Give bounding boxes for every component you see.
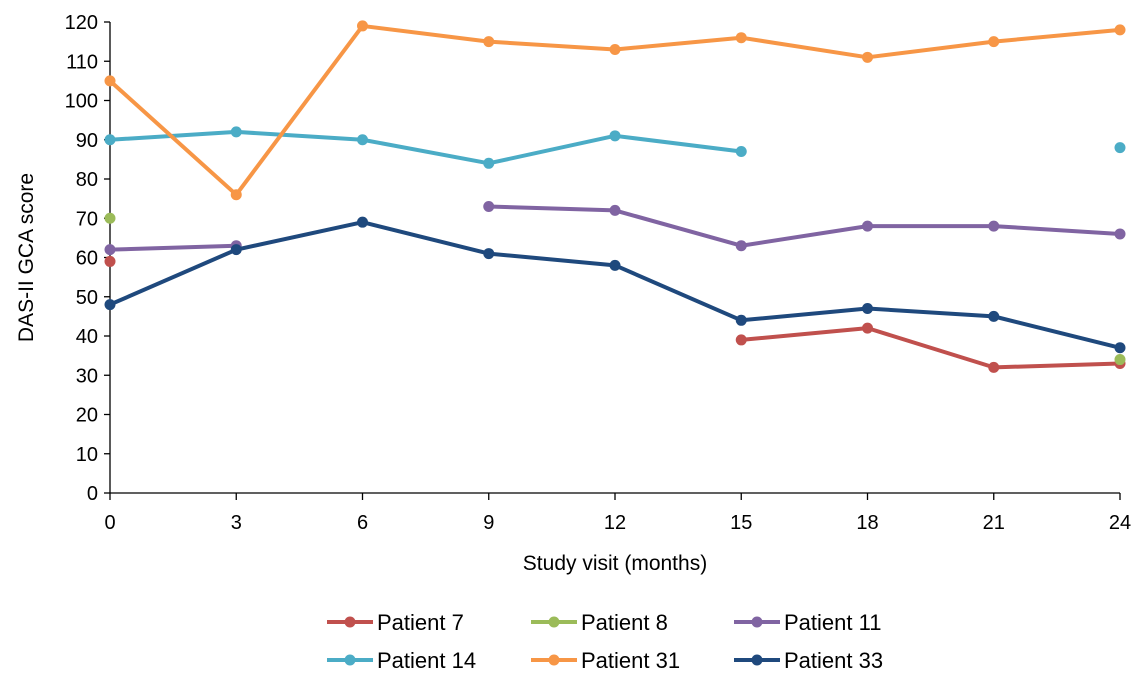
legend-swatch-marker — [548, 616, 560, 628]
legend-label: Patient 31 — [581, 648, 680, 673]
x-tick-label: 6 — [357, 512, 368, 534]
y-axis: 0 10 20 30 40 50 60 70 80 90 100 110 120 — [65, 12, 111, 505]
data-point — [862, 303, 873, 315]
series-patient-11 — [104, 200, 1126, 256]
x-tick-label: 3 — [231, 512, 242, 534]
data-point — [609, 130, 621, 142]
legend-label: Patient 14 — [377, 648, 476, 673]
data-point — [988, 36, 1000, 48]
legend-swatch-marker — [751, 654, 763, 666]
legend-swatch-marker — [751, 616, 763, 628]
y-tick-label: 0 — [87, 483, 98, 505]
data-point — [988, 220, 1000, 232]
y-tick-label: 30 — [76, 365, 98, 387]
legend-swatch-marker — [344, 616, 356, 628]
series-line — [486, 204, 1122, 248]
x-axis: 0 3 6 9 12 15 18 21 24 — [104, 492, 1131, 534]
legend-label: Patient 11 — [784, 610, 881, 635]
legend: Patient 7 Patient 8 Patient 11 Patient 14 Pa… — [327, 610, 883, 673]
data-point — [735, 32, 747, 44]
data-point — [104, 244, 116, 256]
data-point — [609, 204, 621, 216]
data-point — [988, 361, 1000, 373]
y-tick-label: 70 — [76, 208, 98, 230]
series-line — [108, 129, 744, 166]
x-tick-label: 15 — [730, 512, 752, 534]
legend-label: Patient 8 — [581, 610, 668, 635]
data-point — [104, 212, 116, 224]
y-tick-label: 10 — [76, 444, 98, 466]
data-point — [483, 157, 495, 169]
series-patient-33 — [104, 216, 1126, 354]
series-line — [108, 220, 1122, 350]
legend-item: Patient 14 — [327, 648, 476, 673]
y-tick-label: 80 — [76, 169, 98, 191]
data-point — [735, 334, 747, 346]
legend-item: Patient 11 — [734, 610, 881, 635]
data-point — [357, 216, 368, 228]
series-patient-14 — [104, 126, 1126, 169]
y-tick-label: 100 — [65, 91, 98, 113]
data-point — [862, 322, 873, 334]
plot-area — [104, 20, 1126, 373]
data-point — [483, 248, 495, 260]
data-point — [483, 200, 495, 212]
legend-item: Patient 8 — [531, 610, 668, 635]
y-tick-label: 20 — [76, 405, 98, 427]
legend-item: Patient 7 — [327, 610, 464, 635]
data-point — [230, 244, 242, 256]
data-point — [104, 134, 116, 146]
data-point — [1114, 354, 1126, 366]
data-point — [1114, 24, 1126, 36]
data-point — [735, 146, 747, 158]
series-patient-8 — [104, 212, 1126, 366]
y-tick-label: 50 — [76, 287, 98, 309]
data-point — [862, 220, 873, 232]
data-point — [104, 299, 116, 311]
x-tick-label: 24 — [1109, 512, 1131, 534]
legend-swatch-marker — [344, 654, 356, 666]
data-point — [1114, 142, 1126, 154]
data-point — [230, 126, 242, 138]
series-patient-31 — [104, 20, 1126, 201]
x-axis-title: Study visit (months) — [523, 552, 707, 575]
y-tick-label: 120 — [65, 12, 98, 34]
x-tick-label: 18 — [856, 512, 878, 534]
data-point — [735, 240, 747, 252]
data-point — [862, 51, 873, 63]
data-point — [104, 255, 116, 267]
legend-swatch-marker — [548, 654, 560, 666]
x-tick-label: 12 — [604, 512, 626, 534]
data-point — [483, 36, 495, 48]
y-tick-label: 90 — [76, 130, 98, 152]
y-tick-label: 40 — [76, 326, 98, 348]
legend-label: Patient 33 — [784, 648, 883, 673]
x-tick-label: 9 — [483, 512, 494, 534]
legend-item: Patient 33 — [734, 648, 883, 673]
x-tick-label: 0 — [104, 512, 115, 534]
data-point — [1114, 228, 1126, 240]
data-point — [1114, 342, 1126, 354]
y-tick-label: 110 — [66, 51, 98, 73]
data-point — [988, 310, 1000, 322]
x-tick-label: 21 — [983, 512, 1005, 534]
data-point — [609, 43, 621, 55]
data-point — [609, 259, 621, 271]
series-line — [108, 243, 239, 252]
y-axis-title: DAS-II GCA score — [15, 173, 38, 342]
data-point — [357, 20, 368, 32]
data-point — [230, 189, 242, 201]
data-point — [104, 75, 116, 87]
legend-label: Patient 7 — [377, 610, 464, 635]
data-point — [357, 134, 368, 146]
series-line — [739, 326, 1122, 370]
data-point — [735, 314, 747, 326]
y-tick-label: 60 — [76, 248, 98, 270]
legend-item: Patient 31 — [531, 648, 680, 673]
